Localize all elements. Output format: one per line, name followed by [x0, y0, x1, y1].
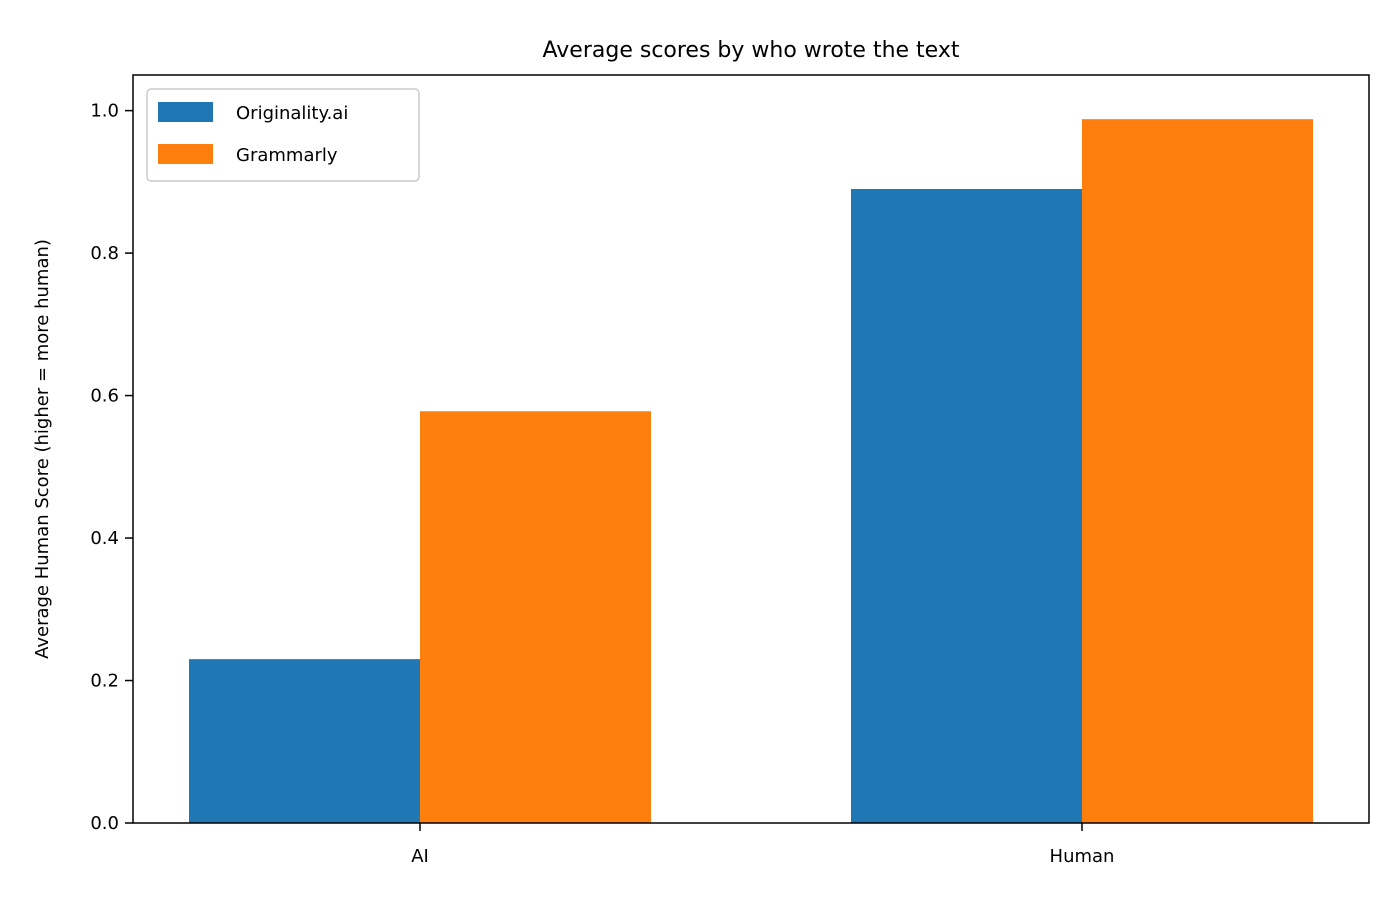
plot-frame — [132, 74, 1370, 824]
y-tick-label: 0.6 — [90, 386, 119, 407]
legend-label-1: Grammarly — [236, 145, 338, 166]
y-tick-label: 1.0 — [90, 101, 119, 122]
legend-box — [146, 88, 420, 182]
y-tick-label: 0.2 — [90, 671, 119, 692]
bar-human-0 — [851, 188, 1082, 823]
chart-title: Average scores by who wrote the text — [543, 38, 960, 63]
y-ticks-layer: 0.0 0.2 0.4 0.6 0.8 1.0 — [90, 101, 133, 834]
bar-ai-1 — [420, 411, 651, 823]
y-tick-label: 0.8 — [90, 243, 119, 264]
bar-human-1 — [1082, 119, 1313, 824]
x-tick-label-ai: AI — [411, 846, 429, 867]
x-tick-label-human: Human — [1050, 846, 1115, 867]
y-tick-label: 0.0 — [90, 813, 119, 834]
legend-label-0: Originality.ai — [236, 103, 348, 124]
legend: Originality.ai Grammarly — [146, 88, 420, 182]
y-tick-label: 0.4 — [90, 528, 119, 549]
bars-layer — [189, 119, 1313, 824]
x-ticks-layer: AI Human — [411, 823, 1114, 867]
y-axis-label: Average Human Score (higher = more human… — [32, 239, 53, 659]
legend-swatch-0 — [158, 102, 213, 122]
legend-items: Originality.ai Grammarly — [158, 102, 348, 166]
legend-swatch-1 — [158, 144, 213, 164]
bar-ai-0 — [189, 659, 420, 823]
